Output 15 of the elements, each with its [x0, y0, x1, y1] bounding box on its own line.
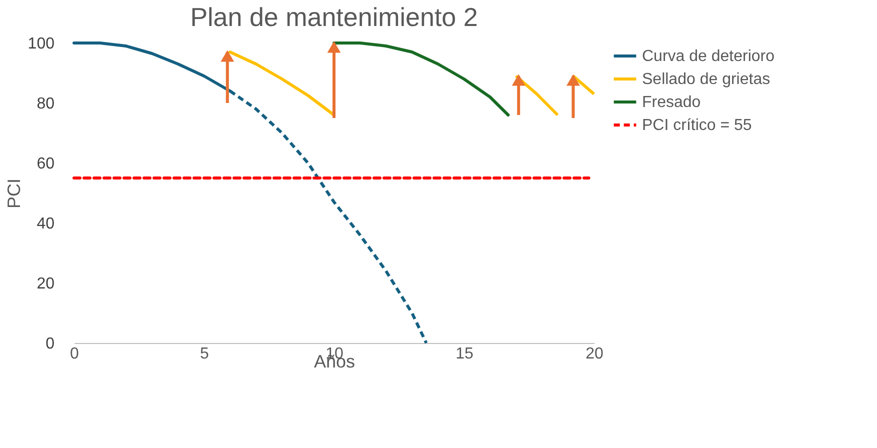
- chart-title: Plan de mantenimiento 2: [190, 2, 478, 32]
- y-axis-title: PCI: [4, 178, 24, 209]
- x-tick-label: 20: [586, 346, 604, 362]
- x-tick-label: 5: [200, 346, 210, 362]
- x-tick-label: 15: [456, 346, 474, 362]
- y-tick-label: 80: [36, 96, 55, 112]
- y-tick-label: 60: [36, 156, 55, 172]
- legend-label: Curva de deterioro: [642, 48, 775, 65]
- y-tick-label: 20: [36, 276, 55, 292]
- legend-label: PCI crítico = 55: [642, 117, 752, 134]
- y-tick-label: 40: [36, 216, 55, 232]
- x-tick-label: 0: [70, 346, 80, 362]
- legend-label: Sellado de grietas: [642, 71, 770, 88]
- y-tick-label: 100: [28, 36, 55, 52]
- legend-label: Fresado: [642, 94, 701, 111]
